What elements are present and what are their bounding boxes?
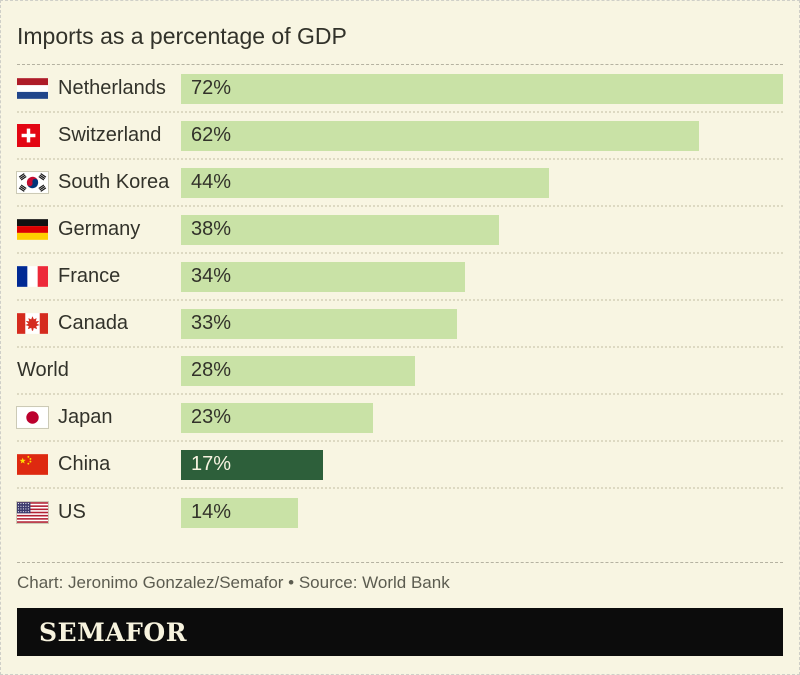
bar: 72% — [181, 73, 783, 104]
chart-header: Imports as a percentage of GDP — [17, 1, 783, 65]
bar-value-label: 34% — [191, 265, 232, 287]
country-label: Japan — [58, 406, 113, 428]
bar-value-label: 17% — [191, 453, 232, 475]
bar: 28% — [181, 355, 416, 386]
chart-row: Japan 23% — [17, 395, 783, 442]
row-label-group: China — [17, 453, 181, 476]
row-label-group: Canada — [17, 312, 181, 335]
bar: 23% — [181, 402, 374, 433]
france-flag-icon — [17, 266, 49, 287]
row-label-group: France — [17, 265, 181, 288]
chart-row: World 28% — [17, 348, 783, 395]
chart-row: France 34% — [17, 254, 783, 301]
us-flag-icon — [17, 502, 49, 523]
country-label: Canada — [58, 312, 129, 334]
bar-value-label: 14% — [191, 501, 232, 523]
country-label: Germany — [58, 218, 141, 240]
row-label-group: World — [17, 359, 181, 382]
row-label-group: South Korea — [17, 171, 181, 194]
brand-banner: SEMAFOR — [17, 608, 783, 656]
chart-row: Canada 33% — [17, 301, 783, 348]
bar-track: 44% — [181, 167, 783, 198]
bar: 62% — [181, 120, 700, 151]
country-label: World — [17, 359, 69, 381]
bar: 34% — [181, 261, 466, 292]
row-label-group: Switzerland — [17, 124, 181, 147]
row-label-group: Netherlands — [17, 77, 181, 100]
bar-track: 34% — [181, 261, 783, 292]
row-label-group: US — [17, 501, 181, 524]
chart-row: China 17% — [17, 442, 783, 489]
bar-value-label: 28% — [191, 359, 232, 381]
netherlands-flag-icon — [17, 78, 49, 99]
country-label: US — [58, 501, 86, 523]
bar-track: 62% — [181, 120, 783, 151]
row-label-group: Japan — [17, 406, 181, 429]
chart-row: Netherlands 72% — [17, 66, 783, 113]
bar-value-label: 72% — [191, 77, 232, 99]
bar-value-label: 33% — [191, 312, 232, 334]
bar-value-label: 38% — [191, 218, 232, 240]
germany-flag-icon — [17, 219, 49, 240]
japan-flag-icon — [17, 407, 49, 428]
bar: 38% — [181, 214, 499, 245]
switzerland-flag-icon — [17, 124, 49, 147]
country-label: Netherlands — [58, 77, 166, 99]
chart-row: Germany 38% — [17, 207, 783, 254]
bar: 33% — [181, 308, 457, 339]
bar-chart: Netherlands 72% Switzerland 62% — [17, 66, 783, 536]
canada-flag-icon — [17, 313, 49, 334]
country-label: China — [58, 453, 111, 475]
footer-divider — [17, 562, 783, 563]
country-label: South Korea — [58, 171, 170, 193]
row-label-group: Germany — [17, 218, 181, 241]
bar-track: 14% — [181, 497, 783, 528]
country-label: Switzerland — [58, 124, 162, 146]
chart-title: Imports as a percentage of GDP — [17, 23, 347, 49]
country-label: France — [58, 265, 121, 287]
chart-row: Switzerland 62% — [17, 113, 783, 160]
china-flag-icon — [17, 454, 49, 475]
bar-track: 38% — [181, 214, 783, 245]
bar-track: 17% — [181, 449, 783, 480]
south-korea-flag-icon — [17, 172, 49, 193]
bar-value-label: 44% — [191, 171, 232, 193]
bar-track: 23% — [181, 402, 783, 433]
bar: 17% — [181, 449, 324, 480]
bar: 14% — [181, 497, 299, 528]
bar-value-label: 23% — [191, 406, 232, 428]
bar: 44% — [181, 167, 549, 198]
chart-row: US 14% — [17, 489, 783, 536]
bar-track: 33% — [181, 308, 783, 339]
semafor-logo: SEMAFOR — [39, 617, 187, 647]
bar-track: 28% — [181, 355, 783, 386]
bar-value-label: 62% — [191, 124, 232, 146]
chart-row: South Korea 44% — [17, 160, 783, 207]
chart-credit: Chart: Jeronimo Gonzalez/Semafor • Sourc… — [17, 573, 450, 592]
bar-track: 72% — [181, 73, 783, 104]
